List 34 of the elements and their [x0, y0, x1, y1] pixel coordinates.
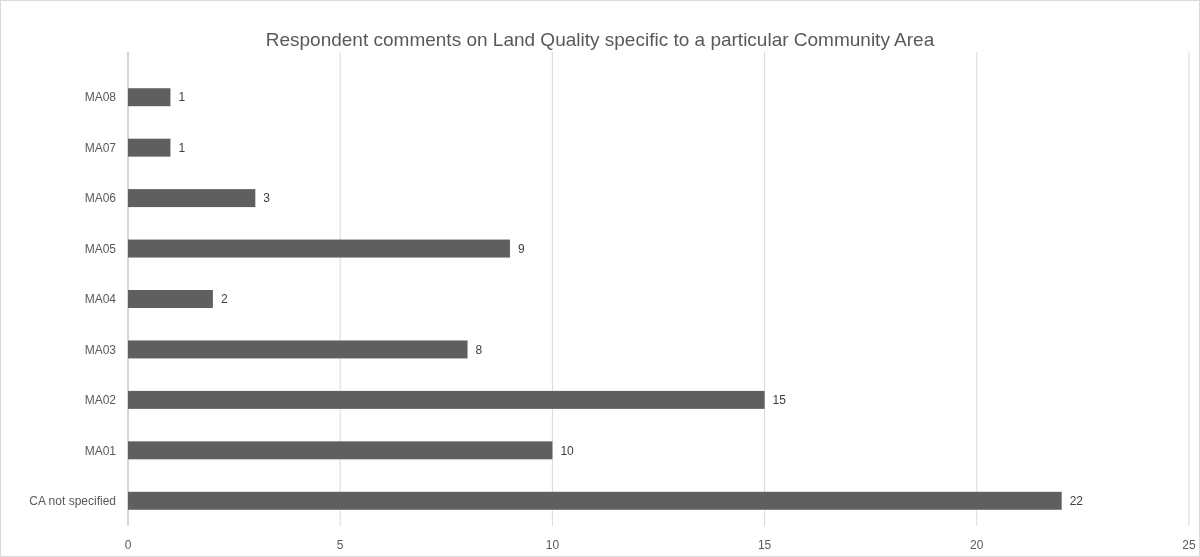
data-label: 22	[1069, 493, 1084, 508]
bar	[128, 138, 171, 157]
y-tick-label: MA06	[84, 191, 117, 206]
x-tick-label: 10	[545, 538, 560, 552]
data-label: 3	[263, 191, 271, 206]
bar	[128, 88, 171, 107]
data-label: 2	[220, 292, 228, 307]
x-tick-label: 25	[1182, 538, 1196, 552]
y-tick-label: MA08	[84, 90, 117, 105]
x-tick-label: 20	[970, 538, 984, 552]
bar	[128, 390, 765, 409]
y-tick-label: MA02	[84, 393, 117, 408]
y-tick-label: MA03	[84, 342, 117, 357]
bar	[128, 189, 256, 208]
x-tick-label: 0	[124, 538, 132, 552]
data-label: 1	[178, 90, 186, 105]
y-tick-label: MA07	[84, 140, 117, 155]
data-label: 15	[772, 393, 787, 408]
bar	[128, 340, 468, 359]
bar	[128, 441, 553, 460]
x-tick-label: 5	[336, 538, 344, 552]
chart-title: Respondent comments on Land Quality specific to a particular Community Area	[265, 29, 935, 50]
y-tick-label: MA05	[84, 241, 117, 256]
bar	[128, 290, 213, 308]
x-tick-label: 15	[757, 538, 772, 552]
data-label: 1	[178, 140, 186, 155]
y-tick-label: CA not specified	[29, 493, 116, 508]
data-label: 9	[517, 241, 525, 256]
y-tick-label: MA04	[84, 292, 117, 307]
bar	[128, 491, 1062, 510]
data-label: 10	[560, 443, 575, 458]
data-label: 8	[475, 342, 483, 357]
y-tick-label: MA01	[84, 443, 117, 458]
bar	[128, 239, 510, 258]
